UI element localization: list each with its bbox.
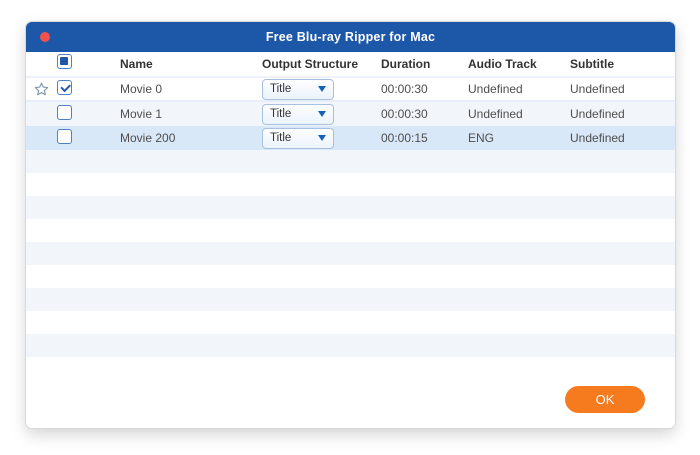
- row-checkbox[interactable]: [57, 129, 72, 144]
- empty-row: [26, 311, 675, 334]
- footer-bar: OK: [26, 357, 675, 428]
- duration-value: 00:00:30: [381, 107, 428, 121]
- title-bar[interactable]: Free Blu-ray Ripper for Mac: [26, 22, 675, 52]
- column-header-subtitle: Subtitle: [570, 57, 614, 71]
- chevron-down-icon: [318, 135, 326, 141]
- empty-row: [26, 334, 675, 357]
- table-header-row: Name Output Structure Duration Audio Tra…: [26, 52, 675, 78]
- column-header-output-structure: Output Structure: [262, 57, 358, 71]
- dropdown-selected-value: Title: [270, 108, 292, 120]
- column-header-name: Name: [120, 57, 153, 71]
- empty-row: [26, 196, 675, 219]
- dropdown-selected-value: Title: [270, 132, 292, 144]
- movie-name: Movie 0: [120, 82, 163, 96]
- table-empty-area: [26, 150, 675, 357]
- row-checkbox[interactable]: [57, 105, 72, 120]
- row-checkbox[interactable]: [57, 80, 72, 95]
- duration-value: 00:00:15: [381, 131, 428, 145]
- table-row[interactable]: Movie 1 Title 00:00:30 Undefined Undefin…: [26, 102, 675, 126]
- output-structure-dropdown[interactable]: Title: [262, 127, 334, 149]
- empty-row: [26, 242, 675, 265]
- table-row[interactable]: Movie 200 Title 00:00:15 ENG Undefined: [26, 126, 675, 150]
- empty-row: [26, 150, 675, 173]
- movie-name: Movie 1: [120, 107, 163, 121]
- ok-button[interactable]: OK: [565, 386, 645, 413]
- subtitle-value: Undefined: [570, 107, 625, 121]
- duration-value: 00:00:30: [381, 82, 428, 96]
- output-structure-dropdown[interactable]: Title: [262, 78, 334, 100]
- audio-track-value: ENG: [468, 131, 495, 145]
- close-button[interactable]: [40, 32, 50, 42]
- table-body: Movie 0 Title 00:00:30 Undefined Undefin…: [26, 78, 675, 150]
- column-header-audio-track: Audio Track: [468, 57, 537, 71]
- empty-row: [26, 173, 675, 196]
- output-structure-dropdown[interactable]: Title: [262, 103, 334, 125]
- audio-track-value: Undefined: [468, 82, 523, 96]
- empty-row: [26, 288, 675, 311]
- audio-track-value: Undefined: [468, 107, 523, 121]
- subtitle-value: Undefined: [570, 131, 625, 145]
- select-all-checkbox[interactable]: [57, 54, 72, 69]
- app-window: Free Blu-ray Ripper for Mac Name Output …: [26, 22, 675, 428]
- star-outline-icon[interactable]: [33, 81, 50, 98]
- empty-row: [26, 265, 675, 288]
- chevron-down-icon: [318, 86, 326, 92]
- empty-row: [26, 219, 675, 242]
- dropdown-selected-value: Title: [270, 83, 292, 95]
- movie-name: Movie 200: [120, 131, 176, 145]
- column-header-duration: Duration: [381, 57, 431, 71]
- window-title: Free Blu-ray Ripper for Mac: [265, 30, 436, 44]
- chevron-down-icon: [318, 111, 326, 117]
- table-row[interactable]: Movie 0 Title 00:00:30 Undefined Undefin…: [26, 78, 675, 102]
- subtitle-value: Undefined: [570, 82, 625, 96]
